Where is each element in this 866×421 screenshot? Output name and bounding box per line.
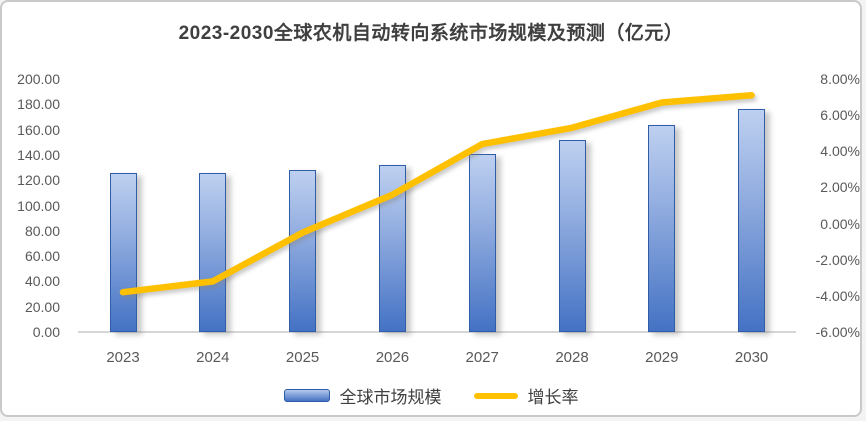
left-axis-tick-label: 180.00: [17, 96, 60, 113]
legend-bar-swatch: [283, 389, 330, 402]
left-axis-tick-label: 80.00: [24, 222, 60, 239]
left-axis-tick-label: 100.00: [17, 197, 60, 214]
legend: 全球市场规模 增长率: [2, 383, 860, 408]
right-axis-tick-label: 8.00%: [820, 71, 860, 87]
bar-2024: [199, 172, 227, 332]
left-axis-tick-label: 40.00: [24, 273, 60, 290]
right-axis-tick-labels: 8.00% 6.00% 4.00% 2.00% 0.00% -2.00% -4.00% -6.…: [798, 2, 860, 415]
right-axis-tick-label: -6.00%: [815, 324, 860, 340]
chart-title: 2023-2030全球农机自动转向系统市场规模及预测（亿元）: [178, 23, 684, 44]
legend-bar-label: 全球市场规模: [339, 388, 442, 407]
right-axis-tick-label: -4.00%: [815, 287, 860, 304]
bar-2027: [468, 153, 496, 332]
x-axis-line: [78, 331, 796, 333]
x-axis-label-2029: 2029: [645, 349, 679, 366]
x-axis-label-2026: 2026: [375, 349, 410, 366]
x-axis-label-2023: 2023: [106, 349, 140, 366]
x-axis-label-2028: 2028: [555, 349, 589, 366]
left-axis-tick-label: 200.00: [17, 71, 60, 87]
left-axis-tick-label: 160.00: [17, 121, 60, 138]
bar-2029: [648, 124, 676, 332]
right-axis-tick-label: 0.00%: [820, 215, 860, 232]
x-axis-label-2025: 2025: [285, 349, 320, 366]
left-axis-tick-label: 120.00: [17, 172, 60, 189]
legend-line-swatch: [473, 392, 518, 399]
bar-2028: [558, 139, 586, 332]
bar-2023: [109, 172, 137, 332]
right-axis-tick-label: 4.00%: [820, 143, 860, 160]
left-axis-tick-label: 140.00: [17, 146, 60, 163]
bar-2025: [289, 170, 317, 332]
left-axis-tick-label: 60.00: [24, 248, 60, 265]
bar-2030: [738, 109, 766, 332]
right-axis-tick-label: 6.00%: [820, 107, 860, 124]
growth-rate-polyline: [119, 92, 755, 296]
growth-rate-line: [119, 92, 755, 296]
x-axis-label-2030: 2030: [734, 349, 769, 366]
left-axis-tick-labels: 200.00 180.00 160.00 140.00 120.00 100.00 80.0…: [8, 2, 60, 415]
x-axis-label-2024: 2024: [196, 349, 230, 366]
right-axis-tick-label: 2.00%: [820, 179, 860, 196]
left-axis-tick-label: 0.00: [32, 324, 60, 340]
left-axis-tick-label: 20.00: [24, 298, 60, 315]
legend-line-label: 增长率: [527, 388, 579, 407]
right-axis-tick-label: -2.00%: [815, 251, 860, 268]
x-axis-label-2027: 2027: [465, 349, 499, 366]
